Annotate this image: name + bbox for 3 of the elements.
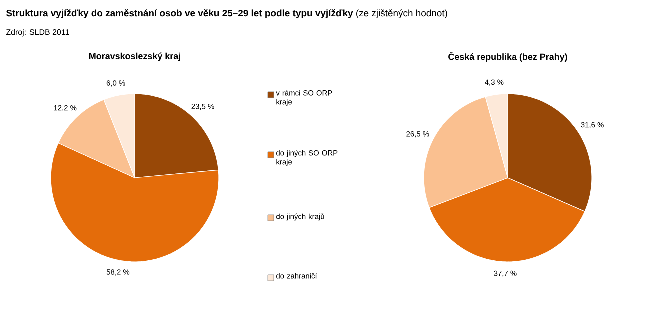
chart-title: Struktura vyjížďky do zaměstnání osob ve věku 25–29 let podle typu vyjížďky (ze zjištěných hodnot): [6, 9, 448, 19]
chart-subtitle: Moravskoslezský kraj: [89, 52, 180, 62]
chart-title: Česká republika (bez Prahy): [448, 52, 568, 62]
